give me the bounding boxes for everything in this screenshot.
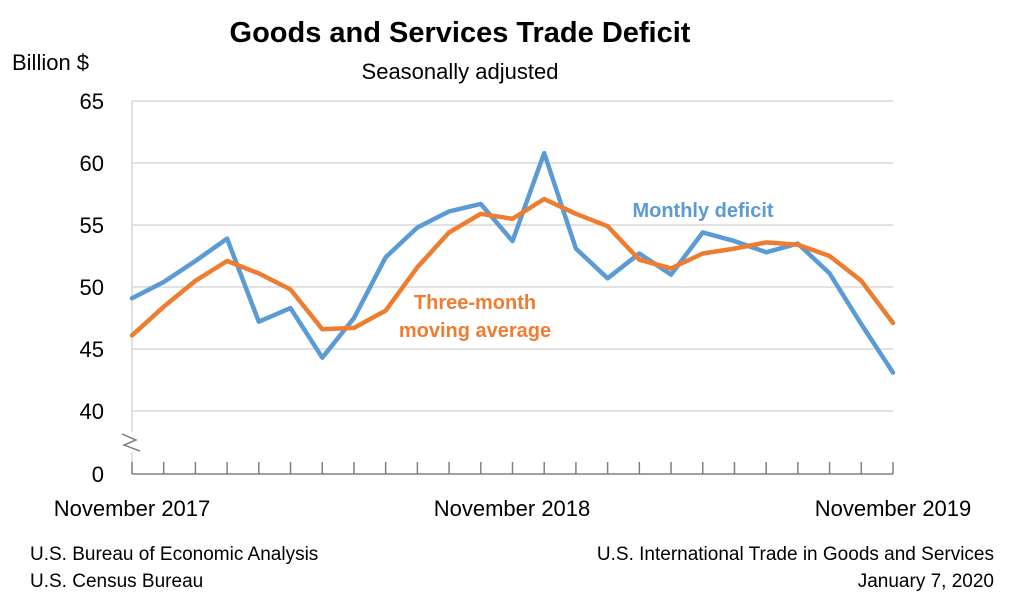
x-tick-label-nov-2018: November 2018: [434, 496, 591, 521]
series-line-three-month-average: [129, 196, 896, 338]
x-axis-ticks: [131, 462, 894, 474]
source-right-line2: January 7, 2020: [858, 571, 994, 592]
series-label-three-month-line1: Three-month: [414, 292, 536, 314]
y-tick-label-55: 55: [80, 213, 104, 238]
series-label-monthly-deficit: Monthly deficit: [632, 200, 773, 222]
y-axis-unit-label: Billion $: [12, 50, 89, 75]
source-left-line2: U.S. Census Bureau: [30, 571, 203, 592]
source-left-line1: U.S. Bureau of Economic Analysis: [30, 544, 318, 565]
gridlines: [132, 100, 893, 412]
y-axis-tick-labels: 65 60 55 50 45 40 0: [80, 89, 104, 487]
y-tick-label-65: 65: [80, 89, 104, 114]
y-tick-label-40: 40: [80, 399, 104, 424]
y-tick-label-50: 50: [80, 275, 104, 300]
y-tick-label-60: 60: [80, 151, 104, 176]
x-tick-label-nov-2019: November 2019: [815, 496, 972, 521]
axis-break-mark: [121, 433, 141, 452]
axes: [121, 101, 894, 475]
series-label-three-month-line2: moving average: [399, 320, 551, 342]
x-tick-label-nov-2017: November 2017: [54, 496, 211, 521]
chart-title: Goods and Services Trade Deficit: [230, 17, 691, 49]
source-right-line1: U.S. International Trade in Goods and Se…: [597, 544, 994, 565]
y-tick-label-45: 45: [80, 337, 104, 362]
x-axis-tick-labels: November 2017 November 2018 November 201…: [54, 496, 972, 521]
series-line-monthly-deficit: [129, 150, 896, 375]
chart-subtitle: Seasonally adjusted: [362, 59, 559, 84]
y-tick-label-0: 0: [92, 462, 104, 487]
